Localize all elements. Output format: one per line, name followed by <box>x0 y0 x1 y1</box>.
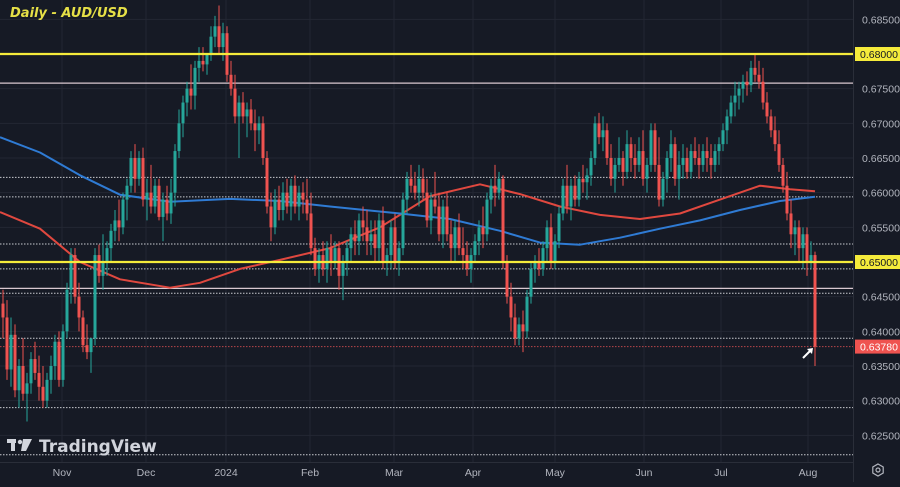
time-axis[interactable]: Nov Dec 2024 Feb Mar Apr May Jun Jul Aug <box>53 467 818 479</box>
price-tick-label: 0.66500 <box>862 153 900 165</box>
price-tick-label: 0.64000 <box>862 326 900 338</box>
price-tick-label: 0.67000 <box>862 118 900 130</box>
price-badge-label: 0.65000 <box>860 257 898 269</box>
time-tick-label: May <box>545 467 566 479</box>
time-tick-label: Dec <box>137 467 156 479</box>
price-tick-label: 0.62500 <box>862 430 900 442</box>
price-badge <box>855 255 900 269</box>
chart-settings-icon[interactable] <box>871 463 885 477</box>
time-tick-label: 2024 <box>214 467 238 479</box>
price-badge-label: 0.63780 <box>860 342 898 354</box>
price-tick-label: 0.67500 <box>862 84 900 96</box>
tradingview-logo-icon <box>7 438 33 456</box>
price-tick-label: 0.63500 <box>862 361 900 373</box>
chart-title: Daily - AUD/USD <box>10 6 128 21</box>
tradingview-logo[interactable]: TradingView <box>7 437 157 457</box>
price-badge-label: 0.68000 <box>860 49 898 61</box>
price-tick-label: 0.64500 <box>862 292 900 304</box>
time-tick-label: Apr <box>465 467 482 479</box>
arrow-annotation-icon <box>802 348 813 359</box>
price-badge <box>855 339 900 354</box>
price-tick-label: 0.66000 <box>862 188 900 200</box>
candles <box>1 5 817 422</box>
grid <box>0 0 853 462</box>
price-tick-label: 0.65500 <box>862 222 900 234</box>
moving-average-line <box>0 183 816 289</box>
price-tick-label: 0.68500 <box>862 14 900 26</box>
time-tick-label: Aug <box>799 467 818 479</box>
moving-average-line <box>0 136 816 246</box>
price-badge <box>855 47 900 61</box>
time-tick-label: Mar <box>385 467 404 479</box>
price-tick-label: 0.63000 <box>862 396 900 408</box>
time-tick-label: Jun <box>636 467 653 479</box>
tradingview-logo-text: TradingView <box>39 437 157 457</box>
time-tick-label: Jul <box>714 467 727 479</box>
time-tick-label: Feb <box>301 467 319 479</box>
price-axis[interactable]: 0.68500 0.67500 0.67000 0.66500 0.66000 0.655… <box>855 14 900 442</box>
time-tick-label: Nov <box>53 467 72 479</box>
